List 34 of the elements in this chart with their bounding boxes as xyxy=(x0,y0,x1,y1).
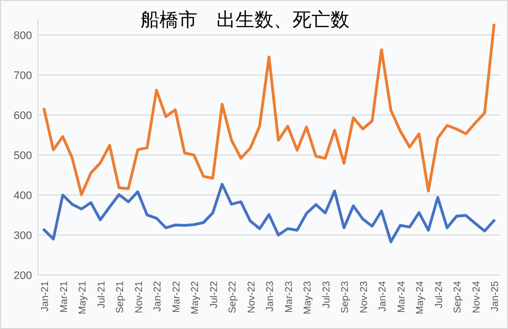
x-tick-label: Sep-24 xyxy=(452,280,464,314)
y-tick-label: 400 xyxy=(14,190,32,202)
y-tick-label: 800 xyxy=(14,30,32,42)
x-tick-label: Nov-24 xyxy=(471,280,482,314)
x-tick-label: Mar-24 xyxy=(396,280,408,313)
y-tick-label: 300 xyxy=(14,230,32,242)
x-tick-label: Mar-22 xyxy=(171,280,182,313)
x-tick-label: Nov-22 xyxy=(246,280,258,314)
x-tick-label: Sep-23 xyxy=(340,280,351,314)
x-tick-label: Jan-24 xyxy=(378,280,388,312)
x-tick-label: Jul-24 xyxy=(434,280,445,308)
x-tick-label: Mar-21 xyxy=(58,280,70,313)
line-series xyxy=(42,182,496,244)
x-tick-label: Jul-23 xyxy=(321,280,332,308)
x-tick-label: Sep-22 xyxy=(228,280,238,314)
chart-title: 船橋市 出生数、死亡数 xyxy=(140,9,350,31)
x-tick-label: Nov-21 xyxy=(134,280,145,314)
x-tick-label: Jan-21 xyxy=(40,280,51,312)
x-tick-label: Nov-23 xyxy=(358,280,370,314)
y-tick-label: 600 xyxy=(14,110,32,122)
x-tick-label: May-22 xyxy=(190,280,201,314)
x-tick-label: Jan-22 xyxy=(152,280,164,312)
x-tick-label: Mar-23 xyxy=(284,280,295,313)
x-tick-label: May-23 xyxy=(302,280,314,314)
x-tick-label: May-21 xyxy=(78,280,88,314)
x-tick-label: Jan-23 xyxy=(265,280,276,312)
y-tick-label: 700 xyxy=(14,70,32,82)
x-tick-label: Jan-25 xyxy=(490,280,501,312)
y-tick-label: 200 xyxy=(14,270,32,282)
x-tick-label: Jul-22 xyxy=(208,280,220,308)
x-tick-label: May-24 xyxy=(415,280,426,314)
x-tick-label: Jul-21 xyxy=(96,280,108,308)
x-tick-label: Sep-21 xyxy=(115,280,126,314)
y-tick-label: 500 xyxy=(14,150,32,162)
